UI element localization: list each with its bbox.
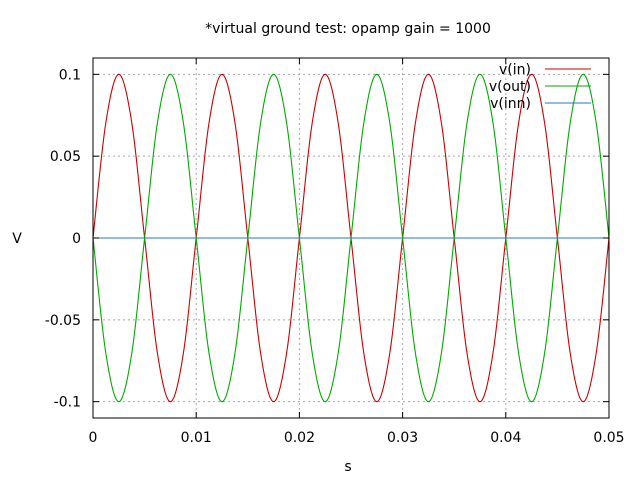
legend: v(in)v(out)v(inn): [489, 62, 591, 112]
y-axis-label: V: [12, 231, 22, 247]
legend-label: v(out): [489, 79, 531, 95]
x-tick-label: 0.03: [387, 430, 418, 446]
y-tick-label: 0.1: [59, 67, 81, 83]
chart-title: *virtual ground test: opamp gain = 1000: [205, 21, 491, 37]
y-tick-label: 0.05: [50, 149, 81, 165]
y-tick-label: -0.1: [54, 395, 81, 411]
x-tick-label: 0.01: [181, 430, 212, 446]
y-tick-label: 0: [72, 231, 81, 247]
y-tick-label: -0.05: [45, 313, 81, 329]
x-tick-label: 0.05: [593, 430, 624, 446]
legend-label: v(inn): [490, 96, 531, 112]
legend-label: v(in): [499, 62, 531, 78]
series-area: [92, 73, 610, 403]
x-tick-label: 0.04: [490, 430, 521, 446]
ticks: 0 0.01 0.02 0.03 0.04 0.05 0.1 0.05 0 -0.05 -0.1: [45, 58, 625, 446]
x-axis-label: s: [344, 459, 351, 475]
x-tick-label: 0: [89, 430, 98, 446]
x-tick-label: 0.02: [284, 430, 315, 446]
